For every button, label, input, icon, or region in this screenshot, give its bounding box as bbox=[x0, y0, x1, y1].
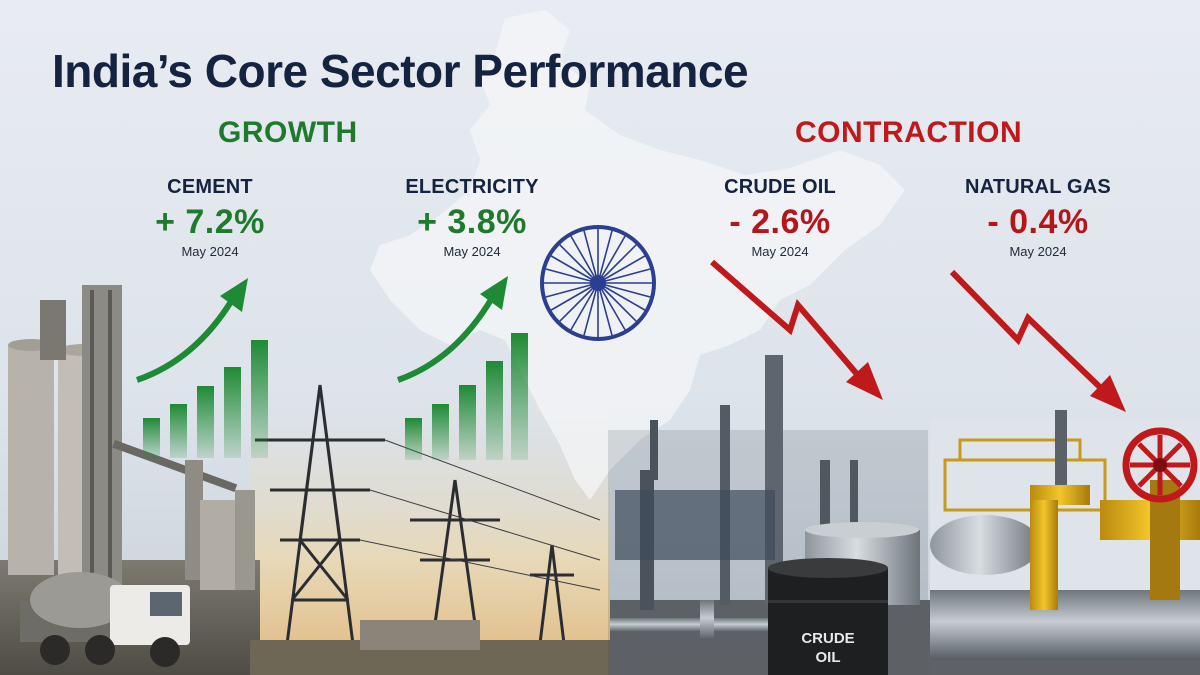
chakra-spoke bbox=[559, 282, 599, 322]
cement-indicator: CEMENT + 7.2% May 2024 bbox=[110, 176, 310, 259]
electricity-date: May 2024 bbox=[443, 244, 501, 259]
crude-oil-indicator: CRUDE OIL - 2.6% May 2024 bbox=[680, 176, 880, 259]
cement-plant-illustration bbox=[0, 285, 260, 675]
chakra-spoke bbox=[550, 282, 599, 311]
chakra-spoke bbox=[597, 282, 651, 298]
chakra-spoke bbox=[550, 255, 599, 284]
chakra-spoke bbox=[597, 282, 626, 331]
down-trend-arrow-icon bbox=[949, 269, 1108, 395]
electricity-indicator: ELECTRICITY + 3.8% May 2024 bbox=[372, 176, 572, 259]
natural-gas-plant-illustration bbox=[930, 410, 1200, 675]
india-map-shape bbox=[370, 10, 905, 500]
cement-date: May 2024 bbox=[181, 244, 239, 259]
barrel-label-line2: OIL bbox=[816, 649, 841, 666]
chakra-spoke bbox=[583, 282, 599, 336]
chakra-spoke bbox=[583, 230, 599, 284]
natural-gas-indicator: NATURAL GAS - 0.4% May 2024 bbox=[938, 176, 1138, 259]
cement-mixer-truck bbox=[20, 572, 190, 667]
growth-heading: GROWTH bbox=[218, 116, 358, 149]
contraction-heading: CONTRACTION bbox=[795, 116, 1023, 149]
electricity-label: ELECTRICITY bbox=[405, 176, 539, 198]
crude-oil-date: May 2024 bbox=[751, 244, 809, 259]
oil-refinery-illustration bbox=[608, 355, 930, 675]
natural-gas-label: NATURAL GAS bbox=[965, 176, 1111, 198]
chakra-spoke bbox=[545, 268, 599, 284]
cement-value: + 7.2% bbox=[155, 203, 265, 241]
chakra-spoke bbox=[597, 230, 613, 284]
chakra-spoke bbox=[570, 282, 599, 331]
gas-valve-wheel-icon bbox=[1122, 427, 1198, 503]
chakra-spoke bbox=[597, 282, 613, 336]
cement-label: CEMENT bbox=[167, 176, 253, 198]
crude-oil-barrel bbox=[768, 558, 888, 675]
chakra-spoke bbox=[597, 235, 626, 284]
electricity-growth-bars bbox=[405, 333, 528, 460]
up-trend-arrow-icon bbox=[397, 296, 495, 383]
barrel-label-line1: CRUDE bbox=[801, 630, 854, 647]
down-trend-arrow-icon bbox=[710, 259, 865, 382]
chakra-spoke bbox=[597, 268, 651, 284]
natural-gas-date: May 2024 bbox=[1009, 244, 1067, 259]
electricity-value: + 3.8% bbox=[417, 203, 527, 241]
chakra-spoke bbox=[597, 282, 646, 311]
chakra-spoke bbox=[559, 244, 599, 284]
up-trend-arrow-icon bbox=[136, 298, 235, 383]
ashoka-chakra-icon bbox=[540, 225, 656, 341]
crude-oil-value: - 2.6% bbox=[729, 203, 831, 241]
chakra-spoke bbox=[545, 282, 599, 298]
natural-gas-value: - 0.4% bbox=[987, 203, 1089, 241]
cement-growth-bars bbox=[143, 340, 268, 458]
crude-oil-label: CRUDE OIL bbox=[724, 176, 836, 198]
chakra-spoke bbox=[597, 255, 646, 284]
page-title: India’s Core Sector Performance bbox=[52, 45, 749, 97]
power-pylon-illustration bbox=[255, 384, 601, 661]
chakra-spoke bbox=[570, 235, 599, 284]
chakra-spoke bbox=[597, 282, 637, 322]
chakra-spoke bbox=[597, 244, 637, 284]
